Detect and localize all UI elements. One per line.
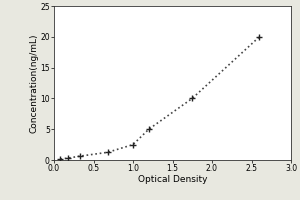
Y-axis label: Concentration(ng/mL): Concentration(ng/mL) — [30, 33, 39, 133]
X-axis label: Optical Density: Optical Density — [138, 175, 207, 184]
